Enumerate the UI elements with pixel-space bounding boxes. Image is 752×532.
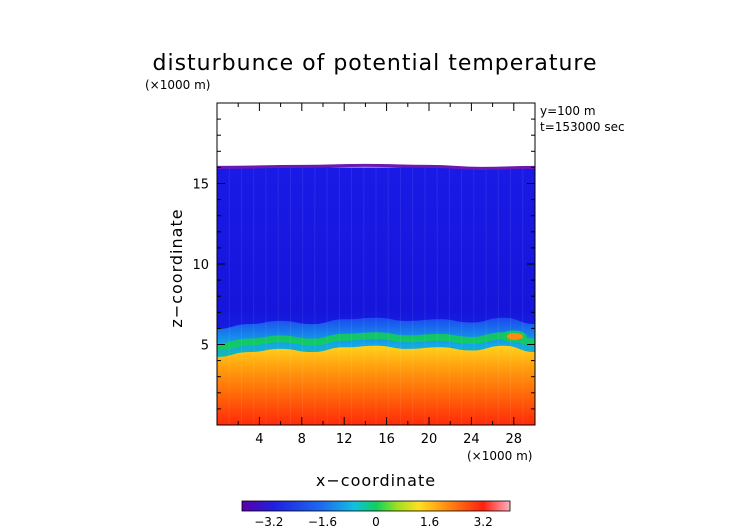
- y-tick-label: 10: [192, 258, 209, 273]
- chart-title: disturbunce of potential temperature: [153, 51, 598, 76]
- x-tick-label: 12: [336, 432, 353, 447]
- x-axis: 4 8 12 16 20 24 28: [237, 103, 536, 447]
- x-tick-label: 28: [506, 432, 523, 447]
- colorbar-tick-label: −1.6: [308, 515, 337, 529]
- plot-area: [217, 163, 535, 425]
- x-unit-label: (×1000 m): [467, 449, 532, 463]
- tropopause-edge: [217, 163, 535, 170]
- y-axis: 5 10 15: [192, 118, 535, 410]
- y-axis-label: z−coordinate: [167, 208, 186, 327]
- x-tick-label: 4: [255, 432, 263, 447]
- y-tick-label: 5: [201, 339, 209, 354]
- x-tick-label: 24: [463, 432, 480, 447]
- annotation-t: t=153000 sec: [540, 120, 625, 134]
- y-unit-label: (×1000 m): [145, 78, 210, 92]
- colorbar: [241, 500, 511, 512]
- colorbar-ticks: −3.2 −1.6 0 1.6 3.2: [254, 515, 493, 529]
- x-tick-label: 8: [298, 432, 306, 447]
- x-axis-label: x−coordinate: [316, 471, 436, 490]
- lower-layer-field: [217, 345, 535, 425]
- x-tick-label: 16: [378, 432, 395, 447]
- green-contour-band: [217, 332, 535, 351]
- colorbar-tick-label: −3.2: [254, 515, 283, 529]
- colorbar-tick-label: 0: [372, 515, 380, 529]
- annotation-y: y=100 m: [540, 104, 596, 118]
- y-tick-label: 15: [192, 178, 209, 193]
- colorbar-tick-label: 3.2: [474, 515, 493, 529]
- colorbar-tick-label: 1.6: [420, 515, 439, 529]
- x-tick-label: 20: [421, 432, 438, 447]
- eddy-warm-core: [506, 332, 523, 340]
